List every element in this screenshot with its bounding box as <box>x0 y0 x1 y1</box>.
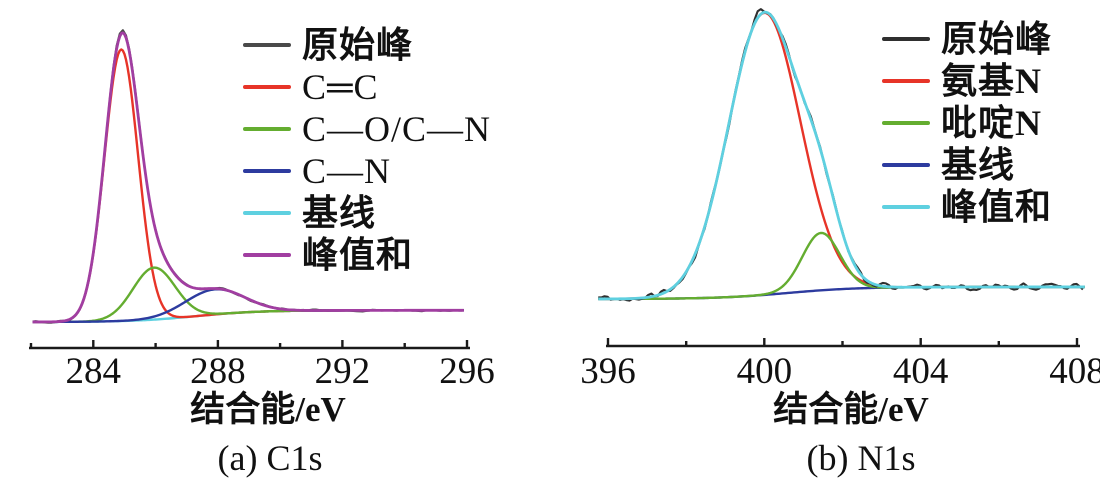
x-tick-label: 288 <box>190 351 246 392</box>
legend-item-raw: 原始峰 <box>243 24 491 66</box>
legend-label: 峰值和 <box>941 187 1053 227</box>
legend-item-pyridine-n: 吡啶N <box>882 102 1052 144</box>
legend-item-baseline: 基线 <box>882 144 1052 186</box>
x-tick-label: 400 <box>736 351 793 392</box>
legend-item-sum: 峰值和 <box>243 234 491 276</box>
baseline-line-swatch <box>882 163 930 167</box>
n1s-xaxis-title: 结合能/eV <box>773 390 929 429</box>
pyridine-n-line-swatch <box>882 121 930 125</box>
legend-label: 基线 <box>302 193 377 233</box>
fit-sum-curve <box>32 31 464 324</box>
legend-item-cn: C—N <box>243 150 491 192</box>
legend-item-amine-n: 氨基N <box>882 60 1052 102</box>
legend-label: 基线 <box>941 145 1016 185</box>
x-axis <box>29 340 470 350</box>
raw-line-swatch <box>882 37 930 41</box>
component-peak-curve-2 <box>32 288 464 324</box>
sum-line-swatch <box>882 205 930 209</box>
c1s-plot-svg <box>29 29 470 350</box>
co-cn-line-swatch <box>243 127 291 131</box>
sum-line-swatch <box>243 253 291 257</box>
raw-line-swatch <box>243 43 291 47</box>
n1s-legend: 原始峰 氨基N 吡啶N 基线 峰值和 <box>882 18 1052 228</box>
x-tick-label: 408 <box>1049 351 1100 392</box>
legend-label: C═C <box>302 67 379 107</box>
legend-item-raw: 原始峰 <box>882 18 1052 60</box>
x-tick-label: 404 <box>892 351 949 392</box>
legend-item-sum: 峰值和 <box>882 186 1052 228</box>
x-axis <box>606 338 1080 348</box>
c1s-caption: (a) C1s <box>217 438 323 478</box>
legend-label: 原始峰 <box>302 25 414 65</box>
cc-line-swatch <box>243 85 291 89</box>
c1s-legend: 原始峰 C═C C—O/C—N C—N 基线 峰值和 <box>243 24 491 276</box>
c1s-xaxis-title: 结合能/eV <box>190 390 346 429</box>
n1s-plot-svg <box>598 8 1085 348</box>
legend-label: C—N <box>302 151 392 191</box>
x-tick-label: 284 <box>65 351 122 392</box>
legend-label: 氨基N <box>941 61 1042 101</box>
legend-item-baseline: 基线 <box>243 192 491 234</box>
baseline-line-swatch <box>243 211 291 215</box>
x-tick-label: 296 <box>439 351 495 392</box>
amine-n-line-swatch <box>882 79 930 83</box>
legend-label: 原始峰 <box>941 19 1053 59</box>
legend-item-cc: C═C <box>243 66 491 108</box>
legend-label: 吡啶N <box>941 103 1042 143</box>
legend-label: C—O/C—N <box>302 109 492 149</box>
fit-sum-curve <box>598 10 1085 301</box>
legend-item-co-cn: C—O/C—N <box>243 108 491 150</box>
x-tick-label: 396 <box>580 351 636 392</box>
cn-line-swatch <box>243 169 291 173</box>
legend-label: 峰值和 <box>302 235 414 275</box>
n1s-caption: (b) N1s <box>806 438 916 478</box>
x-tick-label: 292 <box>314 351 371 392</box>
